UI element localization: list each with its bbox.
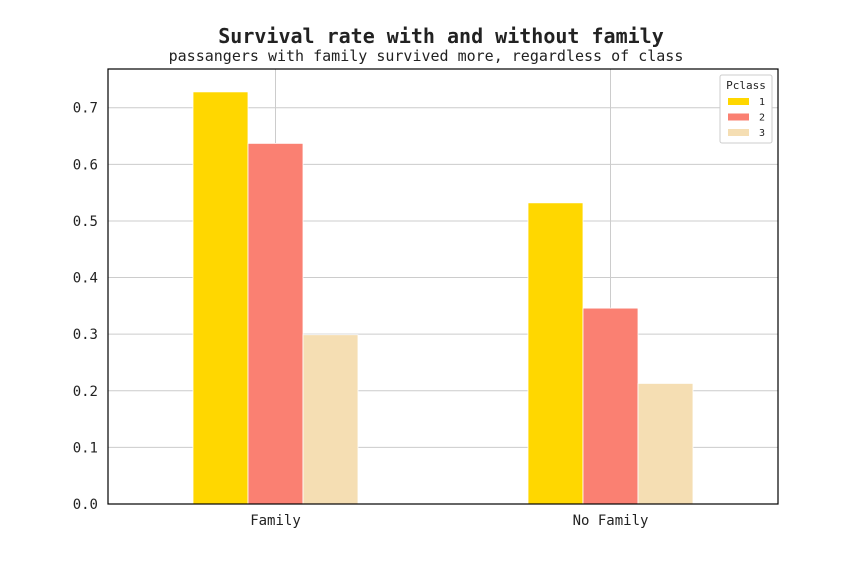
y-tick-label: 0.2 [73, 384, 98, 400]
plot-frame [107, 68, 779, 505]
chart-title: Survival rate with and without family [218, 24, 664, 48]
x-tick-label: Family [250, 513, 301, 529]
bar-no-family-class-2 [582, 307, 639, 505]
y-tick-label: 0.0 [73, 497, 98, 513]
y-tick-label: 0.1 [73, 440, 98, 456]
bar-no-family-class-3 [637, 383, 694, 505]
y-tick-label: 0.6 [73, 157, 98, 173]
legend-swatch-class-1 [728, 98, 749, 105]
legend-swatch-class-2 [728, 113, 749, 121]
y-tick-label: 0.5 [73, 214, 98, 230]
legend-label-class-2: 2 [759, 113, 765, 124]
bar-no-family-class-1 [527, 202, 584, 505]
bars [192, 91, 694, 505]
x-axis-ticks: Family No Family [250, 513, 648, 529]
y-tick-label: 0.4 [73, 271, 98, 287]
legend-box [719, 74, 773, 144]
y-tick-label: 0.7 [73, 101, 98, 117]
bar-family-class-3 [302, 334, 359, 505]
legend-title: Pclass [726, 79, 766, 92]
legend-swatch-class-3 [728, 129, 749, 136]
legend: Pclass 1 2 3 [719, 74, 773, 144]
y-tick-label: 0.3 [73, 327, 98, 343]
legend-label-class-3: 3 [759, 128, 765, 139]
x-tick-label: No Family [573, 513, 649, 529]
legend-label-class-1: 1 [759, 97, 765, 108]
bar-family-class-2 [247, 142, 304, 505]
bar-family-class-1 [192, 91, 249, 505]
chart-subtitle: passangers with family survived more, re… [169, 47, 684, 65]
y-axis-ticks: 0.0 0.1 0.2 0.3 0.4 0.5 0.6 0.7 [73, 101, 98, 513]
